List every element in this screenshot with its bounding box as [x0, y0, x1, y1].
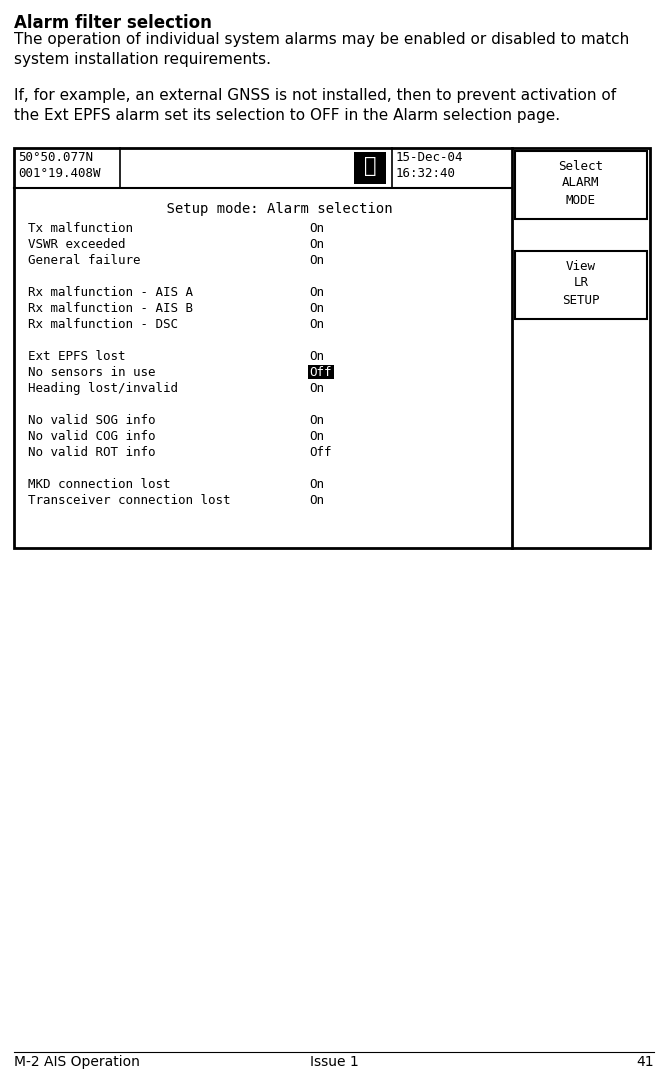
Text: On: On — [309, 430, 324, 442]
Text: VSWR exceeded: VSWR exceeded — [28, 238, 126, 251]
Text: Alarm filter selection: Alarm filter selection — [14, 14, 212, 32]
Text: On: On — [309, 286, 324, 299]
Text: Rx malfunction - AIS B: Rx malfunction - AIS B — [28, 302, 193, 315]
Text: View
LR
SETUP: View LR SETUP — [562, 260, 600, 306]
Bar — [515, 251, 647, 319]
Text: On: On — [309, 413, 324, 427]
Text: Setup mode: Alarm selection: Setup mode: Alarm selection — [133, 202, 393, 216]
Text: On: On — [309, 478, 324, 491]
Text: Heading lost/invalid: Heading lost/invalid — [28, 382, 178, 395]
Text: M-2 AIS Operation: M-2 AIS Operation — [14, 1055, 140, 1069]
Text: On: On — [309, 302, 324, 315]
Text: Off: Off — [310, 366, 332, 379]
Text: No valid ROT info: No valid ROT info — [28, 446, 156, 459]
Text: Tx malfunction: Tx malfunction — [28, 222, 133, 235]
Text: 41: 41 — [637, 1055, 654, 1069]
Text: On: On — [309, 222, 324, 235]
Text: No valid COG info: No valid COG info — [28, 430, 156, 442]
Text: Rx malfunction - DSC: Rx malfunction - DSC — [28, 318, 178, 331]
Text: If, for example, an external GNSS is not installed, then to prevent activation o: If, for example, an external GNSS is not… — [14, 88, 616, 122]
Text: The operation of individual system alarms may be enabled or disabled to match
sy: The operation of individual system alarm… — [14, 32, 629, 67]
Text: Issue 1: Issue 1 — [310, 1055, 358, 1069]
Text: General failure: General failure — [28, 253, 140, 267]
Text: Off: Off — [309, 446, 331, 459]
Text: Rx malfunction - AIS A: Rx malfunction - AIS A — [28, 286, 193, 299]
Text: Transceiver connection lost: Transceiver connection lost — [28, 494, 230, 507]
Text: MKD connection lost: MKD connection lost — [28, 478, 170, 491]
Bar — [308, 365, 334, 379]
Text: On: On — [309, 350, 324, 363]
Text: Select
ALARM
MODE: Select ALARM MODE — [558, 160, 603, 206]
Text: On: On — [309, 382, 324, 395]
Text: 16:32:40: 16:32:40 — [396, 166, 456, 180]
Text: 001°19.408W: 001°19.408W — [18, 166, 100, 180]
Bar — [354, 153, 386, 184]
Text: Ext EPFS lost: Ext EPFS lost — [28, 350, 126, 363]
Text: No valid SOG info: No valid SOG info — [28, 413, 156, 427]
Bar — [515, 151, 647, 219]
Text: On: On — [309, 238, 324, 251]
Text: 50°50.077N: 50°50.077N — [18, 151, 93, 164]
Bar — [14, 148, 650, 548]
Text: 15-Dec-04: 15-Dec-04 — [396, 151, 464, 164]
Text: No sensors in use: No sensors in use — [28, 366, 156, 379]
Text: On: On — [309, 253, 324, 267]
Text: On: On — [309, 494, 324, 507]
Text: ⛏: ⛏ — [364, 156, 376, 176]
Text: On: On — [309, 318, 324, 331]
